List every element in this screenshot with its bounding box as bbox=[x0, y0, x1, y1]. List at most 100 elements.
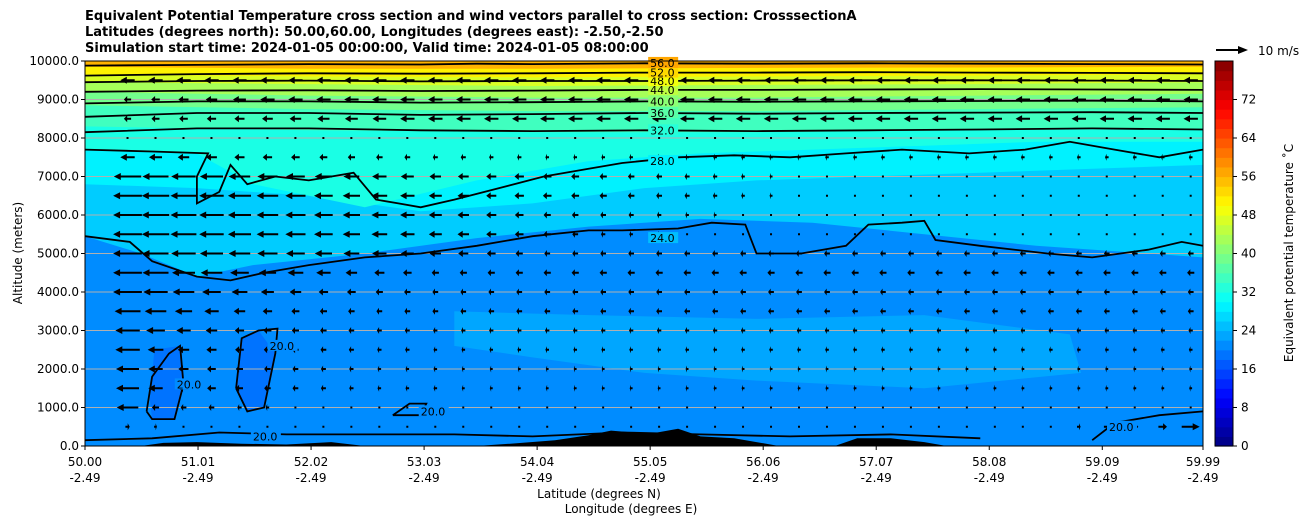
wind-vector-2-13 bbox=[489, 384, 493, 392]
wind-vector-4-26 bbox=[853, 346, 857, 354]
wind-head-17-4 bbox=[233, 96, 239, 103]
wind-vector-16-4 bbox=[234, 115, 245, 123]
wind-vector-2-36 bbox=[1133, 384, 1137, 392]
wind-head-5-7 bbox=[320, 327, 323, 334]
wind-vector-7-35 bbox=[1103, 288, 1110, 296]
wind-vector-10-14 bbox=[514, 230, 524, 238]
contour-9 bbox=[145, 344, 185, 421]
contour-label-13: 20.0 bbox=[250, 430, 281, 443]
wind-vector-17-10 bbox=[400, 96, 415, 103]
wind-head-9-3 bbox=[199, 250, 207, 257]
wind-vector-18-13 bbox=[484, 76, 499, 84]
wind-head-4-37 bbox=[1160, 346, 1163, 354]
wind-head-14-36 bbox=[1132, 153, 1135, 161]
colorbar-swatch-23 bbox=[1215, 215, 1233, 226]
wind-head-10-12 bbox=[457, 230, 463, 238]
wind-head-2-7 bbox=[320, 384, 324, 392]
wind-vector-1-15 bbox=[546, 406, 549, 409]
wind-vector-4-20 bbox=[685, 346, 689, 354]
wind-vector-5-30 bbox=[964, 327, 969, 334]
wind-vector-10-30 bbox=[965, 233, 968, 236]
wind-head-8-38 bbox=[1187, 269, 1191, 277]
wind-head-2-4 bbox=[235, 384, 240, 392]
wind-head-4-24 bbox=[797, 346, 799, 354]
colorbar-swatch-31 bbox=[1215, 138, 1233, 149]
wind-head-8-23 bbox=[767, 269, 771, 277]
wind-vector-4-1 bbox=[147, 346, 164, 354]
wind-vector-14-20 bbox=[685, 153, 689, 161]
wind-vector-1-20 bbox=[686, 406, 689, 409]
colorbar-swatch-36 bbox=[1215, 89, 1233, 101]
wind-vector-17-28 bbox=[903, 96, 919, 103]
wind-vector-5-29 bbox=[936, 327, 941, 334]
wind-head-18-23 bbox=[763, 76, 771, 84]
wind-vector-2-23 bbox=[769, 384, 773, 392]
wind-vector-15-29 bbox=[937, 137, 940, 139]
wind-head-8-32 bbox=[1019, 269, 1023, 277]
wind-vector-15-9 bbox=[378, 137, 381, 139]
wind-vector-5-3 bbox=[205, 327, 218, 334]
wind-vector-4-27 bbox=[881, 346, 885, 354]
wind-head-9-29 bbox=[936, 250, 939, 257]
wind-vector-2-11 bbox=[433, 384, 438, 392]
wind-vector-0-6 bbox=[294, 425, 297, 428]
wind-vector-8-33 bbox=[1047, 269, 1055, 277]
wind-head-11-3 bbox=[199, 211, 207, 219]
wind-vector-10-35 bbox=[1105, 233, 1108, 236]
wind-head-10-11 bbox=[428, 230, 435, 238]
wind-vector-13-11 bbox=[429, 173, 441, 180]
wind-vector-4-9 bbox=[377, 346, 382, 354]
wind-head-4-29 bbox=[937, 346, 939, 354]
wind-head-5-22 bbox=[740, 327, 743, 334]
wind-head-9-11 bbox=[429, 250, 435, 257]
contour-label-bg-1 bbox=[648, 155, 679, 167]
wind-vector-10-6 bbox=[285, 230, 306, 238]
wind-head-16-13 bbox=[484, 115, 491, 123]
wind-head-3-31 bbox=[993, 365, 995, 373]
wind-vector-11-26 bbox=[853, 214, 856, 216]
wind-head-14-32 bbox=[1021, 153, 1023, 161]
contour-3 bbox=[85, 111, 1203, 118]
wind-head-2-23 bbox=[769, 384, 771, 392]
wind-head-18-12 bbox=[456, 76, 463, 84]
wind-vector-2-10 bbox=[405, 384, 410, 392]
wind-head-7-10 bbox=[404, 288, 407, 296]
wind-vector-8-9 bbox=[374, 269, 385, 277]
wind-vector-8-20 bbox=[683, 269, 691, 277]
wind-head-18-9 bbox=[372, 76, 379, 84]
wind-head-13-14 bbox=[514, 173, 519, 180]
wind-head-4-16 bbox=[573, 346, 575, 354]
wind-head-10-18 bbox=[629, 230, 631, 238]
wind-head-14-17 bbox=[601, 153, 603, 161]
wind-vector-16-34 bbox=[1071, 115, 1086, 123]
wind-head-4-30 bbox=[965, 346, 967, 354]
wind-vector-4-31 bbox=[993, 346, 997, 354]
wind-head-13-18 bbox=[627, 173, 631, 180]
wind-vector-13-22 bbox=[741, 173, 745, 180]
wind-head-17-36 bbox=[1127, 96, 1134, 103]
wind-head-16-26 bbox=[847, 115, 855, 123]
wind-vector-4-38 bbox=[1188, 346, 1193, 354]
wind-vector-3-5 bbox=[264, 365, 271, 373]
wind-vector-15-16 bbox=[574, 137, 577, 139]
wind-vector-6-6 bbox=[291, 307, 300, 315]
wind-vector-10-20 bbox=[686, 233, 689, 236]
wind-vector-3-21 bbox=[713, 365, 717, 373]
wind-head-3-2 bbox=[178, 365, 183, 373]
colorbar-swatch-25 bbox=[1215, 195, 1233, 206]
x-axis-label-longitude: Longitude (degrees E) bbox=[565, 502, 698, 516]
x-tick-label-lon-1: -2.49 bbox=[182, 471, 213, 485]
wind-vector-17-2 bbox=[178, 96, 189, 103]
wind-head-7-1 bbox=[143, 288, 151, 296]
wind-head-17-33 bbox=[1043, 96, 1051, 103]
wind-vector-4-3 bbox=[206, 346, 217, 354]
wind-vector-6-25 bbox=[824, 307, 830, 315]
wind-vector-12-28 bbox=[909, 194, 912, 197]
wind-vector-0-21 bbox=[714, 425, 717, 428]
wind-vector-2-9 bbox=[377, 384, 382, 392]
wind-vector-4-14 bbox=[517, 346, 521, 354]
wind-head-14-15 bbox=[545, 153, 547, 161]
wind-head-7-23 bbox=[768, 288, 771, 296]
wind-vector-0-23 bbox=[770, 425, 773, 428]
colorbar-tick-label-3: 24 bbox=[1241, 324, 1256, 338]
